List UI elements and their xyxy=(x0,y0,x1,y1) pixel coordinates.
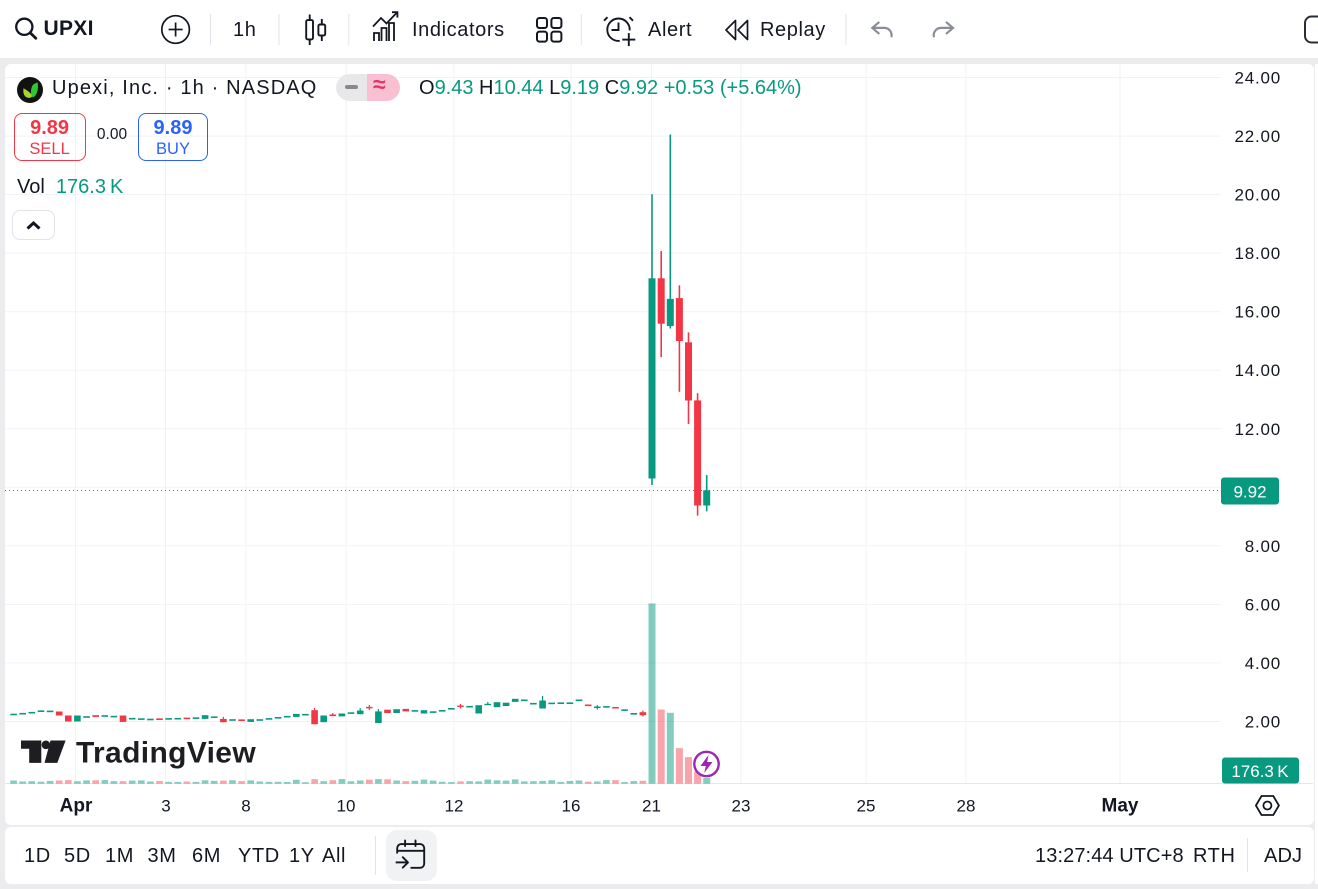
svg-text:22.00: 22.00 xyxy=(1234,127,1281,146)
svg-text:6.00: 6.00 xyxy=(1245,595,1281,614)
svg-text:25: 25 xyxy=(857,796,876,815)
svg-text:TradingView: TradingView xyxy=(76,736,256,769)
svg-text:12: 12 xyxy=(445,796,464,815)
svg-text:8: 8 xyxy=(241,796,250,815)
svg-text:May: May xyxy=(1102,795,1139,816)
svg-text:18.00: 18.00 xyxy=(1234,244,1281,263)
svg-text:2.00: 2.00 xyxy=(1245,712,1281,731)
svg-text:9.92: 9.92 xyxy=(1233,482,1266,501)
svg-text:28: 28 xyxy=(957,796,976,815)
svg-text:14.00: 14.00 xyxy=(1234,361,1281,380)
svg-text:16.00: 16.00 xyxy=(1234,302,1281,321)
svg-text:23: 23 xyxy=(732,796,751,815)
svg-text:12.00: 12.00 xyxy=(1234,419,1281,438)
svg-text:176.3 K: 176.3 K xyxy=(1231,762,1289,781)
svg-text:20.00: 20.00 xyxy=(1234,185,1281,204)
svg-text:8.00: 8.00 xyxy=(1245,536,1281,555)
svg-text:16: 16 xyxy=(562,796,581,815)
svg-text:10: 10 xyxy=(337,796,356,815)
svg-text:3: 3 xyxy=(161,796,170,815)
svg-text:Apr: Apr xyxy=(60,795,93,816)
svg-text:24.00: 24.00 xyxy=(1234,68,1281,87)
svg-text:4.00: 4.00 xyxy=(1245,653,1281,672)
svg-text:21: 21 xyxy=(642,796,661,815)
